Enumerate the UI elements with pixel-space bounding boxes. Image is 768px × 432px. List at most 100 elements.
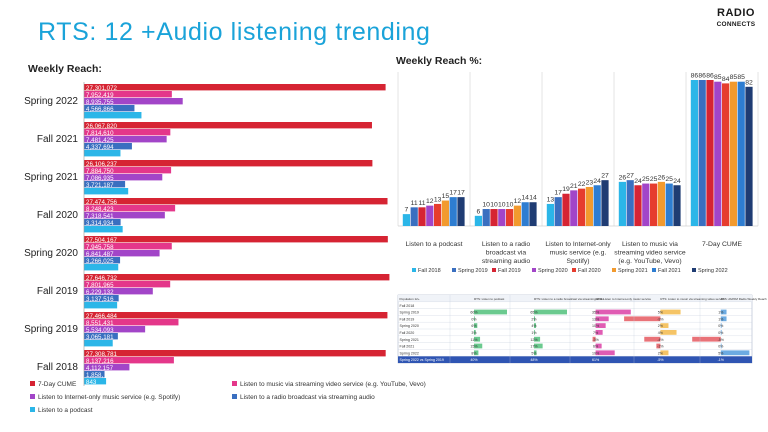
reach-bar <box>84 357 174 364</box>
percent-bar <box>626 180 634 226</box>
percent-bar <box>546 203 554 226</box>
cell-data-bar <box>595 316 609 322</box>
percent-value-label: 12 <box>426 198 434 205</box>
percent-value-label: 17 <box>457 190 465 197</box>
cell-data-bar <box>595 309 631 315</box>
percent-bar <box>521 202 529 226</box>
percent-bar <box>593 185 601 226</box>
percent-value-label: 13 <box>547 196 555 203</box>
legend-label: Spring 2019 <box>458 268 488 274</box>
logo-line-1: RADIO <box>717 7 755 19</box>
bar-value-label: 8,248,423 <box>86 206 114 213</box>
cell-data-bar <box>595 330 603 335</box>
table-header-cell: RTS: Listen to Internet-only music servi… <box>596 297 652 301</box>
table-header-cell: RTS: Listen to a radio broadcast via str… <box>534 297 604 301</box>
percent-value-label: 21 <box>570 183 578 190</box>
category-axis-label: 7-Day CUME <box>702 241 742 248</box>
category-axis-label: Listen to Internet-only music service (e.… <box>545 241 611 265</box>
percent-bar <box>722 83 730 226</box>
legend-label: Listen to a podcast <box>38 407 93 414</box>
table-cell: Spring 2020 <box>400 324 419 328</box>
legend-swatch <box>452 268 456 272</box>
bar-value-label: 4,566,866 <box>86 106 114 113</box>
percent-value-label: 10 <box>490 202 498 209</box>
category-label: Spring 2020 <box>24 248 78 259</box>
table-cell: 12% <box>530 338 538 342</box>
table-cell: -1% <box>657 345 664 349</box>
percent-value-label: 17 <box>449 190 457 197</box>
percent-value-label: 10 <box>498 202 506 209</box>
legend-label: Listen to music via streaming video serv… <box>240 381 426 388</box>
legend-swatch <box>30 407 35 412</box>
percent-value-label: 82 <box>745 79 753 86</box>
reach-bar <box>84 226 123 233</box>
table-cell: Spring 2022 <box>400 351 419 355</box>
table-cell: 17% <box>530 345 538 349</box>
percent-bar <box>482 209 490 226</box>
cell-data-bar <box>720 323 722 328</box>
category-axis-label: Listen to a radio broadcast via streaming … <box>482 241 531 265</box>
bar-value-label: 3,266,025 <box>86 258 114 265</box>
table-header-cell: Population 12+ <box>400 297 420 301</box>
reach-bar <box>84 333 118 340</box>
weekly-reach-legend: 7-Day CUME Listen to music via streaming … <box>30 381 426 414</box>
reach-bar <box>84 350 386 357</box>
percent-bar <box>570 190 578 226</box>
percent-bar <box>585 186 593 226</box>
bar-value-label: 3,137,516 <box>86 296 114 303</box>
cell-data-bar <box>624 316 661 322</box>
reach-bar <box>84 236 388 243</box>
percent-bar <box>513 205 521 226</box>
percent-value-label: 25 <box>650 176 658 183</box>
reach-bar <box>84 181 126 188</box>
table-cell: 65% <box>530 311 538 315</box>
reach-bar <box>84 212 165 219</box>
percent-value-label: 6 <box>477 208 481 215</box>
table-cell: 2% <box>531 317 537 321</box>
percent-bar <box>657 181 665 226</box>
reach-bar <box>84 174 163 181</box>
reach-bar <box>84 243 172 250</box>
bar-value-label: 8,935,755 <box>86 99 114 106</box>
legend-label: Fall 2020 <box>578 268 601 274</box>
table-cell: 3% <box>471 331 477 335</box>
reach-bar <box>84 371 105 378</box>
table-cell: 61% <box>592 358 600 362</box>
table-cell: 13% <box>592 317 600 321</box>
reach-bar <box>84 198 388 205</box>
bar-value-label: 6,229,132 <box>86 289 114 296</box>
weekly-reach-bar-chart: Spring 202227,301,0727,952,4198,935,7554… <box>24 82 390 386</box>
cell-data-bar <box>656 343 661 349</box>
legend-swatch <box>412 268 416 272</box>
reach-bar <box>84 84 386 91</box>
table-cell: 40% <box>470 358 478 362</box>
bar-value-label: 7,801,965 <box>86 282 114 289</box>
category-label: Fall 2018 <box>37 362 79 373</box>
reach-bar <box>84 91 172 98</box>
reach-bar <box>84 312 388 319</box>
percent-value-label: 24 <box>634 178 642 185</box>
percent-value-label: 12 <box>514 198 522 205</box>
cell-data-bar <box>644 336 661 342</box>
table-cell: 1% <box>531 331 537 335</box>
table-cell: 1% <box>718 317 724 321</box>
percent-value-label: 25 <box>642 176 650 183</box>
table-cell: 0% <box>718 345 724 349</box>
cell-data-bar <box>595 343 602 349</box>
category-label: Spring 2022 <box>24 96 78 107</box>
legend-label: Fall 2018 <box>418 268 441 274</box>
reach-bar <box>84 98 183 105</box>
bar-value-label: 7,814,610 <box>86 130 114 137</box>
table-cell: 4% <box>658 331 664 335</box>
table-cell: Fall 2020 <box>400 331 415 335</box>
cell-data-bar <box>720 309 727 315</box>
cell-data-bar <box>720 343 722 349</box>
reach-bar <box>84 326 146 333</box>
percent-bar <box>601 180 609 226</box>
table-cell: 8% <box>471 351 477 355</box>
reach-bar <box>84 112 142 119</box>
table-cell: Fall 2019 <box>400 317 415 321</box>
cell-data-bar <box>474 309 507 315</box>
reach-bar <box>84 281 171 288</box>
